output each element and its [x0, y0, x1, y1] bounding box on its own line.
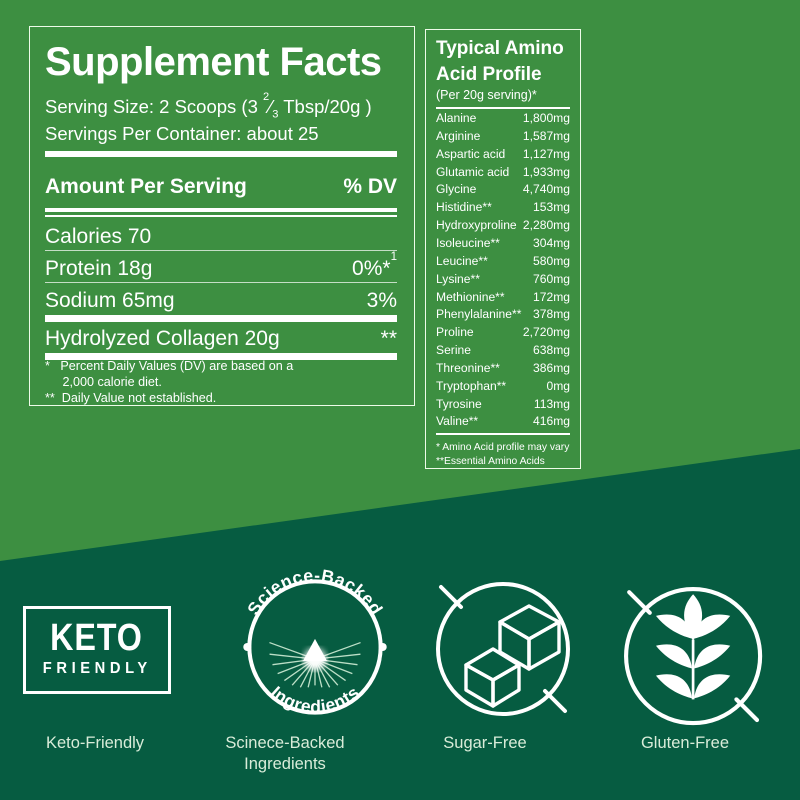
svg-text:Ingredients: Ingredients [267, 682, 364, 717]
svg-text:Science-Backed: Science-Backed [243, 565, 387, 618]
